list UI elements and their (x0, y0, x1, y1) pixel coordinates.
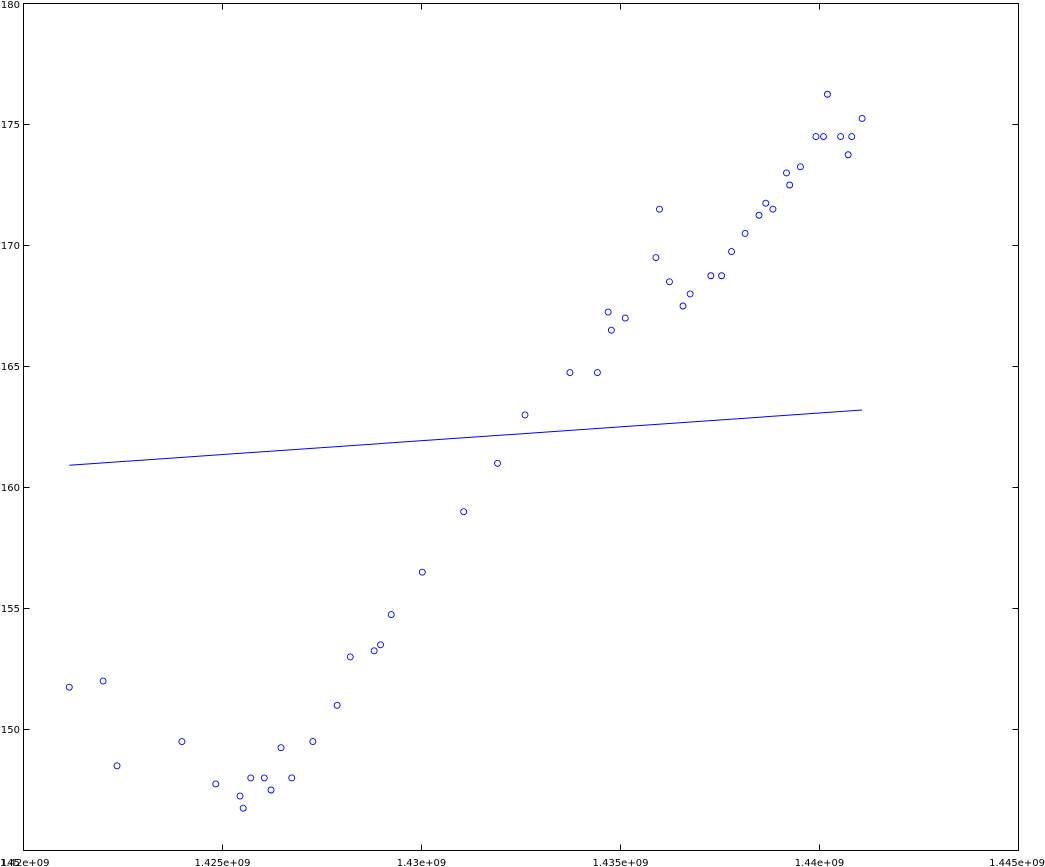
data-point (686, 290, 694, 298)
data-point (387, 611, 395, 618)
y-tick-label: 145 (1, 858, 20, 867)
y-tick-label: 165 (1, 362, 20, 373)
y-tick-label: 170 (1, 241, 20, 252)
scatter-points (65, 90, 866, 812)
data-point (728, 248, 735, 256)
data-point (718, 272, 726, 280)
data-point (236, 792, 244, 800)
data-point (786, 181, 794, 189)
data-point (494, 459, 501, 467)
data-point (848, 133, 856, 141)
y-tick-label: 155 (1, 604, 20, 615)
data-point (247, 774, 255, 782)
data-point (666, 278, 673, 286)
data-point (796, 163, 804, 171)
x-tick-label: 1.43e+09 (397, 858, 447, 867)
y-tick-label: 175 (1, 120, 20, 131)
x-tick-label: 1.42e+09 (0, 858, 50, 867)
y-tick-label: 150 (1, 725, 20, 736)
data-point (288, 774, 296, 782)
trend-line (69, 409, 863, 466)
data-point (741, 229, 749, 237)
data-point (679, 302, 687, 310)
x-tick-label: 1.44e+09 (795, 858, 845, 867)
data-point (621, 314, 629, 322)
data-point (844, 151, 852, 159)
data-point (656, 205, 663, 213)
data-point (239, 804, 247, 812)
trend-line-layer (69, 409, 863, 466)
data-point (346, 653, 354, 661)
data-point (769, 205, 777, 213)
axis-ticks (23, 3, 1019, 851)
data-point (277, 744, 285, 752)
data-point (333, 701, 341, 709)
data-point (260, 774, 268, 782)
data-point (566, 369, 574, 376)
data-point (309, 738, 317, 746)
y-tick-label: 160 (1, 483, 20, 494)
plot-frame (23, 3, 1019, 851)
data-point (65, 683, 73, 691)
data-point (113, 762, 121, 770)
data-point (762, 199, 770, 207)
data-point (652, 254, 660, 262)
y-tick-label: 180 (1, 0, 20, 11)
data-point (370, 647, 378, 655)
data-point (607, 326, 615, 334)
x-tick-label: 1.425e+09 (195, 858, 251, 867)
data-point (837, 133, 845, 141)
data-point (820, 133, 827, 141)
data-point (212, 780, 220, 788)
x-tick-label: 1.445e+09 (989, 858, 1045, 867)
data-point (377, 641, 384, 649)
data-point (521, 411, 529, 419)
data-point (824, 90, 831, 98)
data-point (178, 738, 186, 746)
data-point (604, 308, 612, 316)
data-point (755, 211, 763, 219)
data-point (460, 508, 468, 516)
data-point (418, 568, 426, 576)
data-point (707, 272, 715, 280)
data-point (858, 114, 866, 122)
data-point (812, 133, 820, 141)
data-point (783, 169, 790, 177)
data-point (593, 369, 601, 376)
x-tick-label: 1.435e+09 (593, 858, 649, 867)
data-point (99, 677, 107, 685)
data-point (267, 786, 275, 794)
